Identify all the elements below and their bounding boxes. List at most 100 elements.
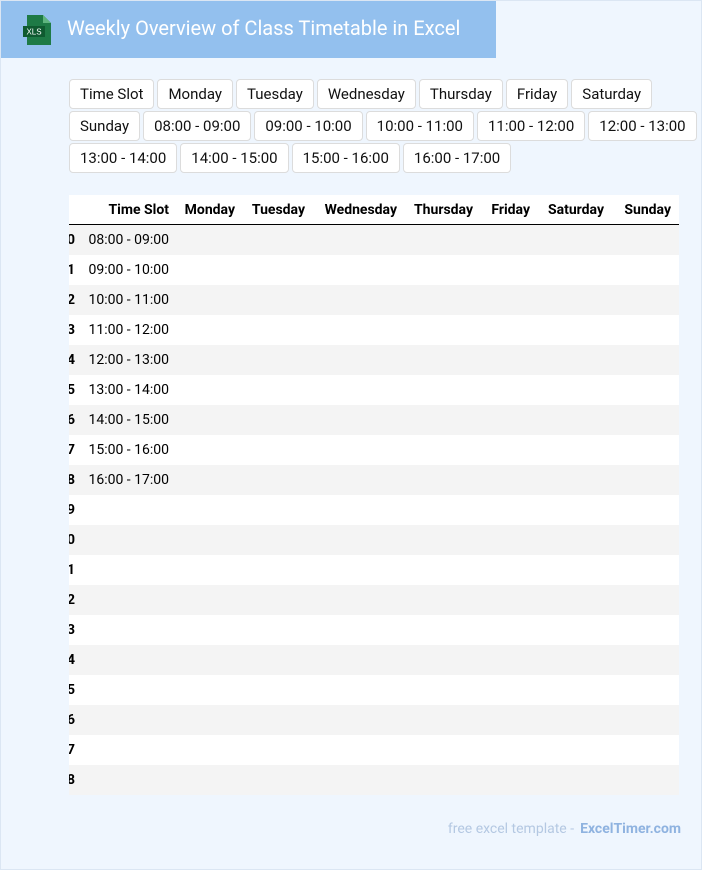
chip[interactable]: 11:00 - 12:00 (476, 111, 586, 141)
day-cell (538, 375, 612, 405)
day-cell (177, 555, 243, 585)
day-cell (243, 345, 313, 375)
time-slot-cell (77, 705, 177, 735)
chip[interactable]: 08:00 - 09:00 (143, 111, 252, 141)
day-cell (612, 345, 679, 375)
day-cell (538, 315, 612, 345)
day-cell (538, 465, 612, 495)
chip[interactable]: 12:00 - 13:00 (588, 111, 697, 141)
time-slot: 10:00 - 11:00 (88, 292, 169, 308)
day-cell (405, 405, 481, 435)
chip[interactable]: Sunday (69, 111, 141, 141)
time-slot: 13:00 - 14:00 (88, 382, 169, 398)
day-cell (243, 645, 313, 675)
day-cell (405, 315, 481, 345)
chip[interactable]: 09:00 - 10:00 (254, 111, 363, 141)
table-row: 17 (69, 735, 679, 765)
day-cell (313, 645, 405, 675)
timetable: Time Slot Monday Tuesday Wednesday Thursday F… (69, 195, 679, 795)
day-cell (243, 675, 313, 705)
day-cell (313, 585, 405, 615)
day-cell (243, 375, 313, 405)
row-index: 9 (69, 502, 75, 518)
column-header: Monday (177, 195, 243, 225)
chip[interactable]: Time Slot (69, 79, 155, 109)
day-cell (481, 735, 538, 765)
day-cell (538, 615, 612, 645)
day-cell (538, 675, 612, 705)
row-index: 10 (69, 532, 75, 548)
index-cell: 8 (69, 465, 77, 495)
day-cell (243, 405, 313, 435)
day-cell (405, 555, 481, 585)
day-cell (243, 255, 313, 285)
day-cell (243, 285, 313, 315)
chip[interactable]: Tuesday (236, 79, 314, 109)
day-cell (313, 525, 405, 555)
time-slot: 08:00 - 09:00 (88, 232, 169, 248)
column-header: Wednesday (313, 195, 405, 225)
time-slot-cell: 15:00 - 16:00 (77, 435, 177, 465)
day-cell (612, 405, 679, 435)
table-row: 6 14:00 - 15:00 (69, 405, 679, 435)
table-row: 12 (69, 585, 679, 615)
row-index: 14 (69, 652, 75, 668)
day-cell (481, 285, 538, 315)
day-cell (538, 285, 612, 315)
chip[interactable]: Friday (505, 79, 569, 109)
chip[interactable]: Wednesday (316, 79, 416, 109)
time-slot-cell (77, 735, 177, 765)
table-row: 2 10:00 - 11:00 (69, 285, 679, 315)
day-cell (481, 765, 538, 795)
day-cell (481, 405, 538, 435)
day-cell (177, 345, 243, 375)
table-row: 11 (69, 555, 679, 585)
table-row: 13 (69, 615, 679, 645)
chip-list: Time Slot Monday Tuesday Wednesday Thursday F… (69, 79, 699, 173)
row-index: 7 (69, 442, 75, 458)
day-cell (481, 465, 538, 495)
day-cell (612, 555, 679, 585)
day-cell (538, 255, 612, 285)
day-cell (243, 435, 313, 465)
table-row: 5 13:00 - 14:00 (69, 375, 679, 405)
time-slot-cell: 16:00 - 17:00 (77, 465, 177, 495)
day-cell (405, 495, 481, 525)
day-cell (612, 765, 679, 795)
chip[interactable]: 14:00 - 15:00 (180, 143, 289, 173)
time-slot: 12:00 - 13:00 (88, 352, 169, 368)
day-cell (313, 405, 405, 435)
chip[interactable]: 15:00 - 16:00 (291, 143, 400, 173)
day-cell (177, 224, 243, 255)
day-cell (481, 585, 538, 615)
index-cell: 2 (69, 285, 77, 315)
index-cell: 4 (69, 345, 77, 375)
chip[interactable]: Thursday (418, 79, 503, 109)
day-cell (612, 525, 679, 555)
time-slot-cell: 11:00 - 12:00 (77, 315, 177, 345)
table: Time Slot Monday Tuesday Wednesday Thursday F… (69, 195, 679, 795)
row-index: 15 (69, 682, 75, 698)
chip[interactable]: 13:00 - 14:00 (69, 143, 178, 173)
day-cell (538, 705, 612, 735)
column-header: Time Slot (77, 195, 177, 225)
day-cell (538, 555, 612, 585)
chip[interactable]: 10:00 - 11:00 (365, 111, 474, 141)
day-cell (243, 615, 313, 645)
footer-brand[interactable]: ExcelTimer.com (580, 821, 681, 837)
time-slot-cell (77, 495, 177, 525)
day-cell (538, 224, 612, 255)
day-cell (405, 525, 481, 555)
chip[interactable]: 16:00 - 17:00 (402, 143, 512, 173)
column-header: Saturday (538, 195, 612, 225)
chip[interactable]: Monday (157, 79, 233, 109)
chip[interactable]: Saturday (571, 79, 653, 109)
row-index: 6 (69, 412, 75, 428)
index-cell: 14 (69, 645, 77, 675)
index-cell: 5 (69, 375, 77, 405)
time-slot-cell: 12:00 - 13:00 (77, 345, 177, 375)
time-slot-cell (77, 585, 177, 615)
day-cell (243, 765, 313, 795)
day-cell (313, 224, 405, 255)
